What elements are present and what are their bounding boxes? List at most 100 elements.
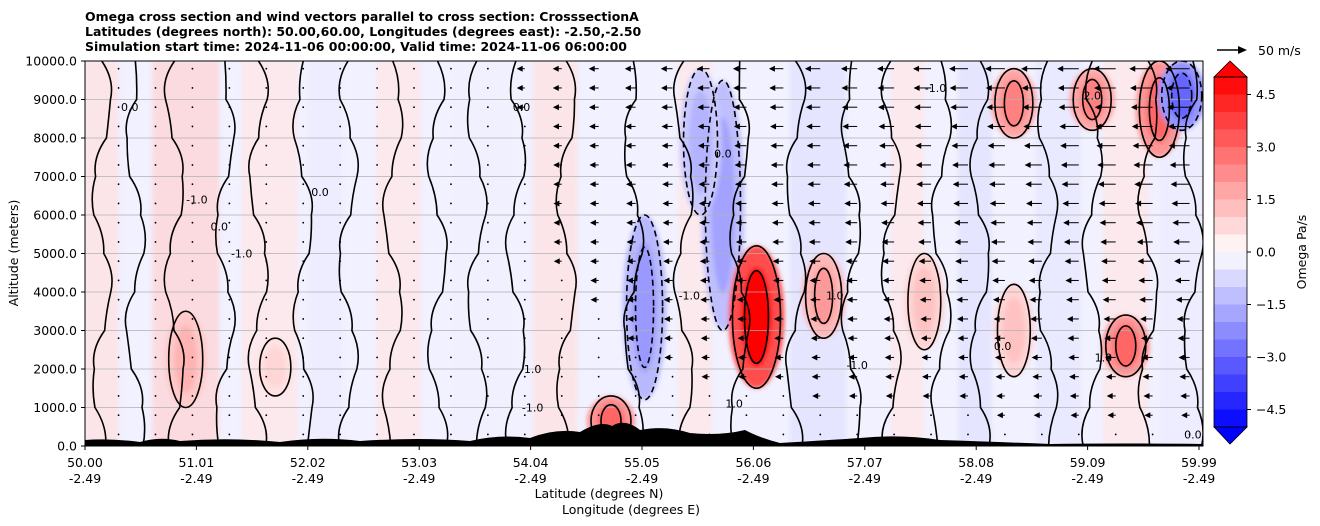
wind-vector-dot — [523, 279, 526, 282]
wind-vector-dot — [339, 318, 342, 320]
wind-vector-head — [1140, 335, 1147, 342]
wind-vector-dot — [191, 279, 194, 282]
wind-vector-dot — [893, 433, 896, 436]
contour-zero — [840, 61, 862, 446]
wind-vector-head — [1105, 373, 1112, 380]
wind-vector-head — [884, 335, 891, 342]
wind-vector-dot — [450, 164, 452, 166]
wind-vector-head — [1099, 219, 1106, 226]
colorbar-step — [1214, 374, 1247, 392]
omega-cell-core — [811, 266, 836, 326]
wind-vector-head — [1026, 219, 1033, 226]
wind-vector-head — [1028, 258, 1035, 265]
wind-vector-head — [1027, 238, 1034, 245]
wind-vector-head — [664, 354, 671, 361]
wind-vector-dot — [191, 221, 194, 224]
wind-vector-head — [737, 315, 744, 322]
wind-vector-head — [989, 181, 996, 188]
wind-vector-head — [553, 142, 560, 149]
wind-vector-dot — [523, 125, 526, 128]
title-line-2: Latitudes (degrees north): 50.00,60.00, … — [85, 24, 642, 39]
wind-vector-head — [771, 181, 778, 188]
wind-vector-head — [736, 258, 743, 265]
wind-vector-dot — [634, 395, 637, 397]
wind-vector-dot — [339, 125, 342, 128]
x-tick-label-latitude: 57.07 — [847, 455, 883, 470]
wind-vector-head — [1029, 296, 1036, 303]
terrain — [85, 422, 1203, 446]
wind-vector-dot — [191, 375, 194, 378]
wind-vector-head — [768, 65, 775, 72]
contour-zero — [426, 61, 449, 446]
wind-vector-dot — [228, 375, 231, 378]
wind-vector-dot — [191, 183, 194, 186]
wind-vector-dot — [376, 106, 378, 109]
wind-vector-head — [954, 238, 961, 245]
wind-vector-head — [1060, 142, 1067, 149]
wind-vector-dot — [228, 67, 231, 70]
wind-vector-head — [734, 142, 741, 149]
wind-vector-head — [626, 258, 633, 265]
wind-vector-head — [841, 84, 848, 91]
wind-vector-head — [699, 238, 706, 245]
wind-vector-head — [588, 84, 595, 91]
wind-vector-dot — [560, 337, 563, 340]
wind-vector-dot — [486, 279, 489, 282]
x-tick-label-longitude: -2.49 — [292, 471, 324, 486]
wind-vector-head — [1169, 161, 1176, 168]
wind-vector-dot — [302, 183, 305, 186]
wind-vector-head — [1100, 238, 1107, 245]
colorbar-ticks: 4.5 3.0 1.5 0.0 −1.5 −3.0 −4.5 — [1247, 87, 1286, 417]
wind-vector-head — [735, 238, 742, 245]
wind-vector-head — [882, 258, 889, 265]
wind-vector-dot — [413, 241, 415, 243]
wind-vector-head — [878, 123, 885, 130]
wind-vector-dot — [117, 164, 120, 166]
wind-vector-head — [552, 104, 559, 111]
wind-vector-dot — [117, 356, 120, 359]
wind-vector-head — [1170, 181, 1177, 188]
wind-vector-head — [1177, 335, 1184, 342]
colorbar-tick-label: −4.5 — [1256, 402, 1286, 417]
contour-zero — [337, 61, 360, 446]
wind-vector-dot — [154, 202, 157, 205]
wind-vector-head — [881, 219, 888, 226]
wind-vector-head — [919, 277, 926, 284]
wind-vector-head — [1097, 181, 1104, 188]
wind-vector-dot — [339, 433, 342, 436]
wind-vector-head — [624, 65, 631, 72]
colorbar-tick-label: 1.5 — [1256, 192, 1276, 207]
wind-vector-dot — [413, 202, 415, 205]
wind-vector-dot — [523, 164, 526, 166]
wind-vector-dot — [154, 221, 157, 224]
wind-vector-dot — [486, 144, 489, 147]
wind-vector-dot — [154, 67, 157, 70]
wind-vector-head — [986, 104, 993, 111]
contour-negative — [1160, 61, 1203, 132]
wind-vector-dot — [228, 414, 231, 417]
contour-zero — [784, 61, 807, 446]
wind-vector-head — [1065, 277, 1072, 284]
colorbar-tick-label: 4.5 — [1256, 87, 1276, 102]
wind-vector-head — [993, 315, 1000, 322]
x-tick-label-longitude: -2.49 — [180, 471, 212, 486]
wind-vector-dot — [154, 87, 157, 89]
wind-vector-dot — [413, 433, 415, 436]
wind-vector-head — [994, 335, 1001, 342]
wind-vector-dot — [523, 375, 526, 378]
wind-vector-head — [1057, 84, 1064, 91]
wind-vector-dot — [265, 87, 268, 89]
wind-vector-head — [1171, 200, 1178, 207]
wind-vector-dot — [930, 433, 932, 436]
x-tick-label-longitude: -2.49 — [403, 471, 435, 486]
wind-vector-head — [588, 65, 595, 72]
wind-vector-head — [1063, 219, 1070, 226]
wind-vector-dot — [413, 260, 415, 263]
wind-vector-head — [883, 315, 890, 322]
wind-vector-head — [883, 296, 890, 303]
wind-vector-dot — [117, 106, 120, 109]
x-tick-label-latitude: 52.02 — [290, 455, 326, 470]
contour-label: 2.0 — [1083, 90, 1101, 103]
wind-vector-head — [625, 161, 632, 168]
wind-vector-dot — [339, 337, 342, 340]
